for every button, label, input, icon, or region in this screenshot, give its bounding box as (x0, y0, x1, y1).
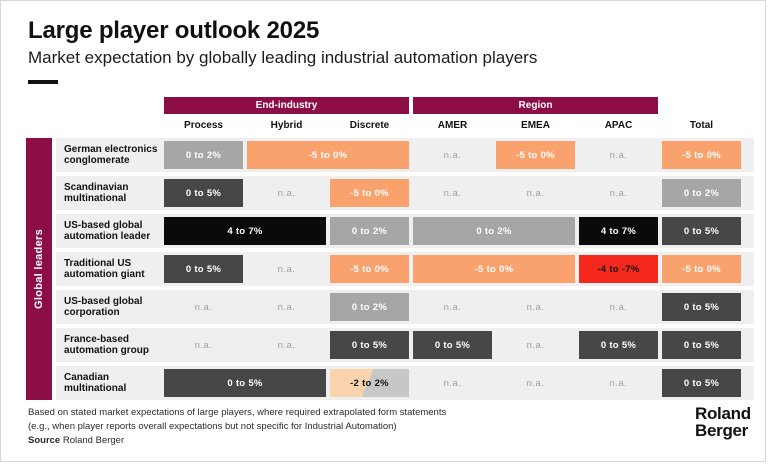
column-header-amer: AMER (437, 120, 468, 131)
source-line: Source Roland Berger (28, 435, 124, 446)
value-cell: -2 to 2% (330, 369, 409, 397)
column-header-process: Process (184, 120, 223, 131)
table-row: Traditional US automation giant 0 to 5% n.… (56, 252, 754, 286)
value-cell: 0 to 5% (413, 331, 492, 359)
value-cell: 0 to 2% (330, 217, 409, 245)
row-label: German electronics conglomerate (64, 143, 158, 167)
row-cells: n.a. n.a. 0 to 2% n.a. n.a. n.a. 0 to 5% (162, 290, 743, 324)
table-row: Canadian multinational 0 to 5% -2 to 2% n.a… (56, 366, 754, 400)
value-cell: 0 to 5% (662, 331, 741, 359)
value-cell: -5 to 0% (662, 141, 741, 169)
row-cells: 0 to 5% n.a. -5 to 0% n.a. n.a. n.a. 0 to 2% (162, 176, 743, 210)
na-cell: n.a. (277, 263, 296, 275)
source-label: Source (28, 435, 61, 446)
na-cell: n.a. (277, 301, 296, 313)
table-row: US-based global automation leader 4 to 7%… (56, 214, 754, 248)
column-header-total: Total (689, 120, 714, 131)
value-cell: 0 to 5% (662, 217, 741, 245)
na-cell: n.a. (443, 377, 462, 389)
na-cell: n.a. (443, 149, 462, 161)
na-cell: n.a. (526, 339, 545, 351)
value-cell: -5 to 0% (662, 255, 741, 283)
value-cell: 0 to 5% (164, 255, 243, 283)
footnote-line-1: Based on stated market expectations of l… (28, 407, 447, 418)
group-header-region: Region (413, 97, 658, 114)
table-row: Scandinavian multinational 0 to 5% n.a. -5 … (56, 176, 754, 210)
table-row: German electronics conglomerate 0 to 2% -5… (56, 138, 754, 172)
logo-line-2: Berger (695, 421, 749, 440)
na-cell: n.a. (609, 301, 628, 313)
table-rows: German electronics conglomerate 0 to 2% -5… (56, 138, 754, 400)
na-cell: n.a. (277, 187, 296, 199)
row-label: Canadian multinational (64, 371, 127, 395)
na-cell: n.a. (526, 301, 545, 313)
title-underline (28, 80, 58, 84)
value-cell: 0 to 2% (330, 293, 409, 321)
value-cell: -5 to 0% (496, 141, 575, 169)
value-cell: 4 to 7% (164, 217, 326, 245)
footnote: Based on stated market expectations of l… (28, 406, 446, 434)
row-label: Traditional US automation giant (64, 257, 145, 281)
table-row: France-based automation group n.a. n.a. 0 t… (56, 328, 754, 362)
page-subtitle: Market expectation by globally leading i… (28, 48, 538, 67)
column-header-hybrid: Hybrid (270, 120, 303, 131)
value-cell: 0 to 5% (164, 179, 243, 207)
value-cell: 0 to 5% (164, 369, 326, 397)
value-cell: 0 to 5% (579, 331, 658, 359)
row-cells: n.a. n.a. 0 to 5% 0 to 5% n.a. 0 to 5% 0 to 5% (162, 328, 743, 362)
row-cells: 0 to 5% -2 to 2% n.a. n.a. n.a. 0 to 5% (162, 366, 743, 400)
row-label: US-based global corporation (64, 295, 143, 319)
value-cell: -4 to -7% (579, 255, 658, 283)
roland-berger-logo: Roland Berger (695, 405, 751, 439)
logo-line-1: Roland (695, 404, 751, 423)
column-header-apac: APAC (604, 120, 633, 131)
na-cell: n.a. (194, 301, 213, 313)
na-cell: n.a. (609, 149, 628, 161)
na-cell: n.a. (194, 339, 213, 351)
na-cell: n.a. (609, 377, 628, 389)
row-label: Scandinavian multinational (64, 181, 129, 205)
value-cell: -5 to 0% (413, 255, 575, 283)
row-group-sidebar: Global leaders (26, 138, 52, 400)
column-header-emea: EMEA (521, 120, 550, 131)
table-body: Global leaders German electronics conglo… (26, 138, 754, 400)
column-header-row: Process Hybrid Discrete AMER EMEA APAC Total (162, 115, 743, 135)
row-cells: 0 to 2% -5 to 0% n.a. -5 to 0% n.a. -5 to 0% (162, 138, 743, 172)
na-cell: n.a. (443, 187, 462, 199)
na-cell: n.a. (609, 187, 628, 199)
value-cell: 0 to 2% (164, 141, 243, 169)
row-group-label: Global leaders (33, 228, 45, 309)
value-cell: 0 to 2% (413, 217, 575, 245)
na-cell: n.a. (526, 187, 545, 199)
group-header-end-industry: End-industry (164, 97, 409, 114)
value-cell: 0 to 5% (662, 369, 741, 397)
footnote-line-2: (e.g., when player reports overall expec… (28, 420, 397, 432)
na-cell: n.a. (526, 377, 545, 389)
table-row: US-based global corporation n.a. n.a. 0 to … (56, 290, 754, 324)
value-cell: -5 to 0% (330, 255, 409, 283)
source-value: Roland Berger (62, 435, 125, 446)
column-header-discrete: Discrete (349, 120, 390, 131)
row-label: France-based automation group (64, 333, 149, 357)
value-cell: 0 to 5% (662, 293, 741, 321)
row-label: US-based global automation leader (64, 219, 151, 243)
value-cell: -5 to 0% (330, 179, 409, 207)
page-title: Large player outlook 2025 (28, 17, 320, 44)
value-cell: 4 to 7% (579, 217, 658, 245)
row-cells: 4 to 7% 0 to 2% 0 to 2% 4 to 7% 0 to 5% (162, 214, 743, 248)
na-cell: n.a. (443, 301, 462, 313)
value-cell: 0 to 5% (330, 331, 409, 359)
group-header-row: End-industry Region (162, 97, 743, 114)
na-cell: n.a. (277, 339, 296, 351)
value-cell: -5 to 0% (247, 141, 409, 169)
value-cell: 0 to 2% (662, 179, 741, 207)
row-cells: 0 to 5% n.a. -5 to 0% -5 to 0% -4 to -7% -5 t… (162, 252, 743, 286)
